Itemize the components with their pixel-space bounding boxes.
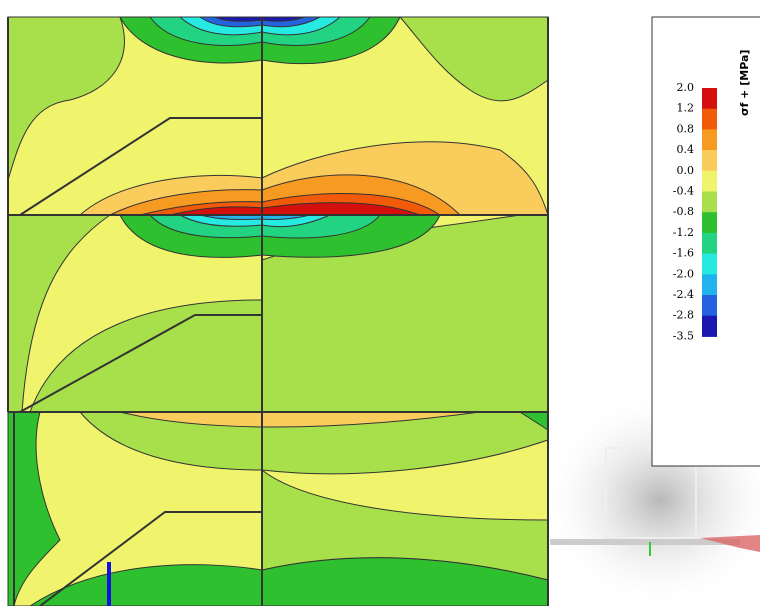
legend-label: -3.5: [673, 329, 694, 342]
legend-swatch: [702, 191, 717, 213]
contour-plot: [7, 16, 549, 606]
legend-swatch: [702, 295, 717, 317]
legend-label: 0.0: [677, 164, 695, 177]
legend-label: 1.2: [677, 102, 695, 115]
view-cube: [605, 447, 697, 539]
legend-label: -0.8: [673, 205, 694, 218]
legend-label: -2.0: [673, 267, 694, 280]
legend-swatch: [702, 315, 717, 337]
legend-label: 0.8: [677, 122, 695, 135]
legend-label: -1.2: [673, 226, 694, 239]
legend-swatch: [702, 108, 717, 130]
legend-swatch: [702, 212, 717, 234]
legend-label: 0.4: [677, 143, 695, 156]
legend-label: -0.4: [673, 185, 694, 198]
legend-label: -2.8: [673, 309, 694, 322]
legend-swatch: [702, 88, 717, 110]
legend-swatch: [702, 274, 717, 296]
ruler: [550, 535, 760, 556]
legend-label: -2.4: [673, 288, 694, 301]
legend: 2.0 1.2 0.8 0.4 0.0 -0.4 -0.8 -1.2 -1.6 -2.0 -2.4 -…: [673, 81, 717, 342]
legend-label: 2.0: [677, 81, 695, 94]
legend-swatch: [702, 253, 717, 275]
legend-swatch: [702, 232, 717, 255]
legend-label: -1.6: [673, 247, 694, 260]
legend-swatch: [702, 170, 717, 192]
legend-swatch: [702, 129, 717, 151]
legend-title: σf + [MPa]: [738, 50, 751, 116]
legend-swatch: [702, 150, 717, 172]
